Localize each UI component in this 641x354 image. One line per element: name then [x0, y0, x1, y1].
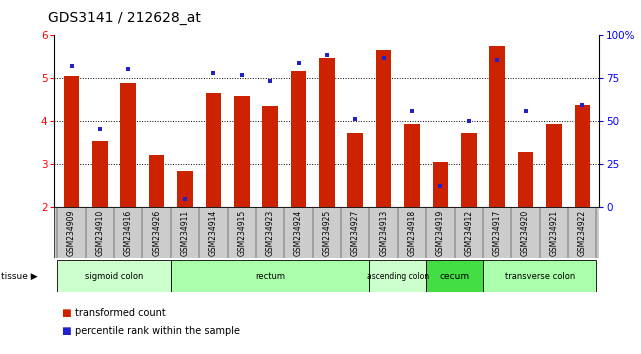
Bar: [426, 260, 483, 292]
Bar: [404, 124, 420, 207]
Text: GSM234912: GSM234912: [464, 210, 473, 256]
Bar: [92, 141, 108, 207]
Text: sigmoid colon: sigmoid colon: [85, 272, 144, 281]
Bar: [54, 207, 599, 258]
Bar: [121, 82, 136, 207]
Text: GSM234910: GSM234910: [96, 210, 104, 256]
Bar: [574, 105, 590, 207]
Text: GSM234927: GSM234927: [351, 210, 360, 256]
Bar: [206, 93, 221, 207]
Bar: [546, 124, 562, 207]
Text: ■: ■: [61, 326, 71, 336]
Text: GSM234919: GSM234919: [436, 210, 445, 256]
Bar: [234, 96, 249, 207]
Text: GSM234916: GSM234916: [124, 210, 133, 256]
Bar: [177, 171, 193, 207]
Bar: [483, 260, 597, 292]
Text: GSM234914: GSM234914: [209, 210, 218, 256]
Bar: [291, 70, 306, 207]
Bar: [319, 58, 335, 207]
Text: GSM234920: GSM234920: [521, 210, 530, 256]
Bar: [376, 50, 392, 207]
Text: transformed count: transformed count: [75, 308, 166, 318]
Text: transverse colon: transverse colon: [504, 272, 575, 281]
Bar: [149, 155, 165, 207]
Text: GDS3141 / 212628_at: GDS3141 / 212628_at: [48, 11, 201, 25]
Text: ■: ■: [61, 308, 71, 318]
Text: GSM234917: GSM234917: [493, 210, 502, 256]
Text: GSM234922: GSM234922: [578, 210, 587, 256]
Text: GSM234923: GSM234923: [265, 210, 274, 256]
Bar: [461, 133, 477, 207]
Text: ascending colon: ascending colon: [367, 272, 429, 281]
Text: GSM234915: GSM234915: [237, 210, 246, 256]
Bar: [433, 162, 448, 207]
Text: GSM234913: GSM234913: [379, 210, 388, 256]
Text: GSM234926: GSM234926: [152, 210, 161, 256]
Text: rectum: rectum: [255, 272, 285, 281]
Text: GSM234909: GSM234909: [67, 210, 76, 256]
Text: GSM234925: GSM234925: [322, 210, 331, 256]
Bar: [489, 46, 505, 207]
Text: GSM234918: GSM234918: [408, 210, 417, 256]
Text: tissue ▶: tissue ▶: [1, 272, 38, 281]
Bar: [262, 106, 278, 207]
Bar: [369, 260, 426, 292]
Bar: [518, 152, 533, 207]
Text: percentile rank within the sample: percentile rank within the sample: [75, 326, 240, 336]
Bar: [63, 76, 79, 207]
Text: GSM234921: GSM234921: [549, 210, 558, 256]
Bar: [347, 133, 363, 207]
Text: GSM234924: GSM234924: [294, 210, 303, 256]
Text: GSM234911: GSM234911: [181, 210, 190, 256]
Bar: [171, 260, 369, 292]
Bar: [57, 260, 171, 292]
Text: cecum: cecum: [440, 272, 470, 281]
